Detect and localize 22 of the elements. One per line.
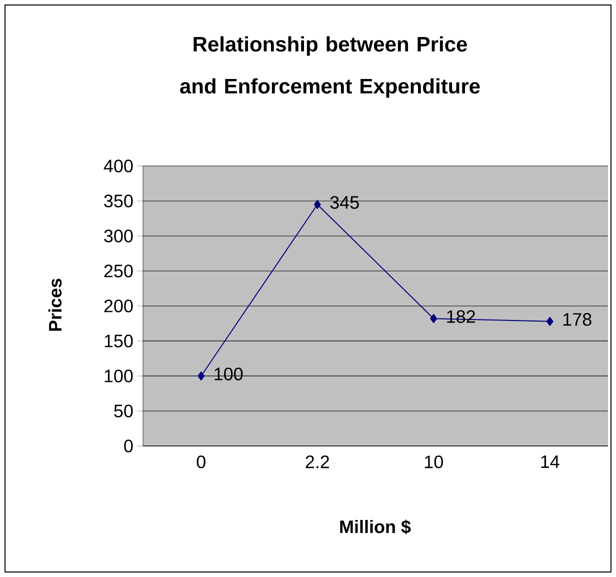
- x-axis-title: Million $: [340, 520, 411, 534]
- point: [430, 314, 438, 324]
- y-tick-label: 300: [104, 230, 133, 242]
- y-axis-title: Prices: [48, 278, 62, 331]
- point: [546, 316, 554, 326]
- data-label: 178: [563, 313, 592, 326]
- y-tick-label: 0: [124, 440, 133, 452]
- point: [314, 200, 321, 209]
- x-tick-label: 14: [541, 456, 560, 468]
- x-tick-label: 0: [196, 456, 206, 468]
- y-tick-label: 350: [104, 194, 133, 208]
- data-label: 345: [330, 196, 359, 209]
- point: [198, 371, 205, 380]
- chart-title: Relationship between Price and Enforcement Expenditure: [180, 36, 480, 98]
- y-tick-label: 150: [104, 334, 133, 348]
- y-tick-label: 400: [104, 160, 133, 172]
- x-tick-label: 2.2: [306, 456, 329, 468]
- y-tick-label: 250: [104, 264, 133, 278]
- y-tick-label: 50: [114, 404, 133, 418]
- y-tick-label: 200: [104, 300, 133, 312]
- x-tick-label: 10: [424, 456, 443, 468]
- y-tick-label: 100: [104, 370, 133, 382]
